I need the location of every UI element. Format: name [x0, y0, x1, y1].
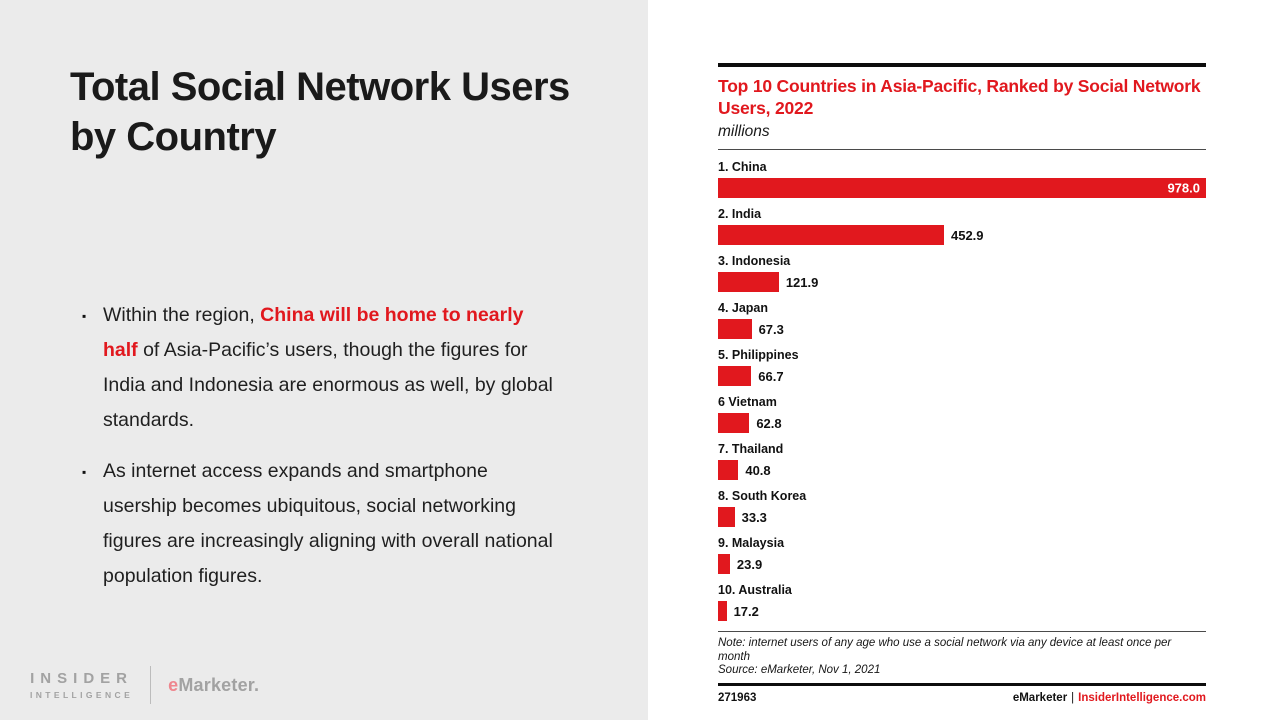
bar-value-label: 452.9	[950, 227, 984, 243]
bar-value-label: 23.9	[736, 556, 763, 572]
bullet-text-prefix: Within the region,	[103, 304, 261, 326]
insider-wordmark-line1: INSIDER	[30, 670, 133, 687]
bar	[718, 366, 752, 386]
chart-id: 271963	[718, 691, 757, 704]
left-panel: Total Social Network Users by Country ▪ …	[0, 0, 648, 720]
chart-row: 1. China 978.0	[718, 159, 1206, 198]
chart-row: 5. Philippines 66.7	[718, 347, 1206, 386]
chart-unit-label: millions	[718, 123, 770, 140]
bar-value-label: 62.8	[756, 415, 782, 431]
chart-row: 6 Vietnam 62.8	[718, 394, 1206, 433]
bar-category-label: 8. South Korea	[718, 489, 807, 503]
bullet-marker-icon: ▪	[82, 309, 87, 323]
chart-note: Note: internet users of any age who use …	[718, 637, 1172, 663]
bar-track: 40.8	[718, 460, 1206, 480]
chart-row: 2. India 452.9	[718, 206, 1206, 245]
bar-category-label: 9. Malaysia	[718, 536, 785, 550]
bar-category-label: 6 Vietnam	[718, 395, 777, 409]
chart-header-rule	[718, 149, 1206, 150]
bar	[718, 272, 779, 292]
bar-track: 67.3	[718, 319, 1206, 339]
chart-row: 7. Thailand 40.8	[718, 441, 1206, 480]
bar-track: 33.3	[718, 507, 1206, 527]
chart-bottom-rule	[718, 682, 1206, 686]
bar-track: 121.9	[718, 272, 1206, 292]
bar-category-label: 2. India	[718, 207, 762, 221]
bar	[718, 601, 727, 621]
bar-track: 62.8	[718, 413, 1206, 433]
insider-wordmark-line2: INTELLIGENCE	[30, 690, 134, 700]
bullet-marker-icon: ▪	[82, 465, 87, 479]
chart-footer: 271963 eMarketer | InsiderIntelligence.com	[718, 692, 1206, 704]
insider-intelligence-wordmark: INSIDER INTELLIGENCE	[30, 670, 133, 700]
bar	[718, 225, 944, 245]
bar-category-label: 10. Australia	[718, 583, 792, 597]
chart-top-rule	[718, 63, 1206, 67]
emarketer-e-letter: e	[168, 674, 179, 695]
bullet-text-highlight: China will be home to nearly half	[103, 304, 524, 361]
bullet-text: As internet access expands and smartphon…	[103, 460, 553, 587]
chart-row: 9. Malaysia 23.9	[718, 535, 1206, 574]
bar	[718, 507, 735, 527]
bar-value-label: 67.3	[758, 321, 784, 337]
footer-separator: |	[1071, 691, 1075, 704]
bar-value-label: 40.8	[745, 462, 771, 478]
bar-category-label: 1. China	[718, 160, 767, 174]
emarketer-rest: Marketer.	[178, 674, 260, 695]
bar-value-label: 33.3	[741, 509, 767, 525]
insider-intelligence-emarketer-logo: INSIDER INTELLIGENCE eMarketer.	[30, 666, 259, 704]
chart-row: 8. South Korea 33.3	[718, 488, 1206, 527]
chart-title: Top 10 Countries in Asia-Pacific, Ranked…	[718, 76, 1201, 118]
bullet-item: ▪ As internet access expands and smartph…	[82, 454, 582, 594]
bar	[718, 413, 750, 433]
bar-value-label: 66.7	[758, 368, 784, 384]
bar-track: 66.7	[718, 366, 1206, 386]
bullet-text: Within the region, China will be home to…	[103, 298, 561, 438]
bar-value-label: 17.2	[733, 603, 759, 619]
footer-emarketer-label: eMarketer	[1012, 691, 1068, 704]
bar	[718, 460, 739, 480]
bar-track: 978.0	[718, 178, 1206, 198]
bullet-item: ▪ Within the region, China will be home …	[82, 298, 582, 438]
emarketer-wordmark: eMarketer.	[168, 675, 259, 696]
logo-divider	[150, 666, 152, 704]
bar-category-label: 4. Japan	[718, 301, 769, 315]
bar-value-label: 121.9	[785, 274, 819, 290]
bar-chart: Top 10 Countries in Asia-Pacific, Ranked…	[718, 63, 1206, 704]
chart-note-rule	[718, 631, 1206, 632]
chart-row: 3. Indonesia 121.9	[718, 253, 1206, 292]
bar-category-label: 3. Indonesia	[718, 254, 791, 268]
bar-category-label: 7. Thailand	[718, 442, 784, 456]
bullet-text-suffix: of Asia-Pacific’s users, though the figu…	[103, 339, 553, 431]
bar-track: 17.2	[718, 601, 1206, 621]
bar	[718, 554, 730, 574]
bullet-list: ▪ Within the region, China will be home …	[82, 298, 582, 610]
bar-track: 452.9	[718, 225, 1206, 245]
bar	[718, 178, 1206, 198]
chart-row: 10. Australia 17.2	[718, 582, 1206, 621]
chart-row: 4. Japan 67.3	[718, 300, 1206, 339]
bar-track: 23.9	[718, 554, 1206, 574]
slide-title: Total Social Network Users by Country	[70, 65, 570, 159]
bar-category-label: 5. Philippines	[718, 348, 799, 362]
chart-rows: 1. China 978.0 2. India 452.9 3. Indonesia 12…	[718, 159, 1206, 621]
chart-footer-brand: eMarketer | InsiderIntelligence.com	[1013, 692, 1206, 704]
footer-site-label: InsiderIntelligence.com	[1078, 691, 1206, 704]
chart-source: Source: eMarketer, Nov 1, 2021	[718, 664, 881, 676]
bar-value-label: 978.0	[1167, 180, 1200, 196]
bar	[718, 319, 752, 339]
